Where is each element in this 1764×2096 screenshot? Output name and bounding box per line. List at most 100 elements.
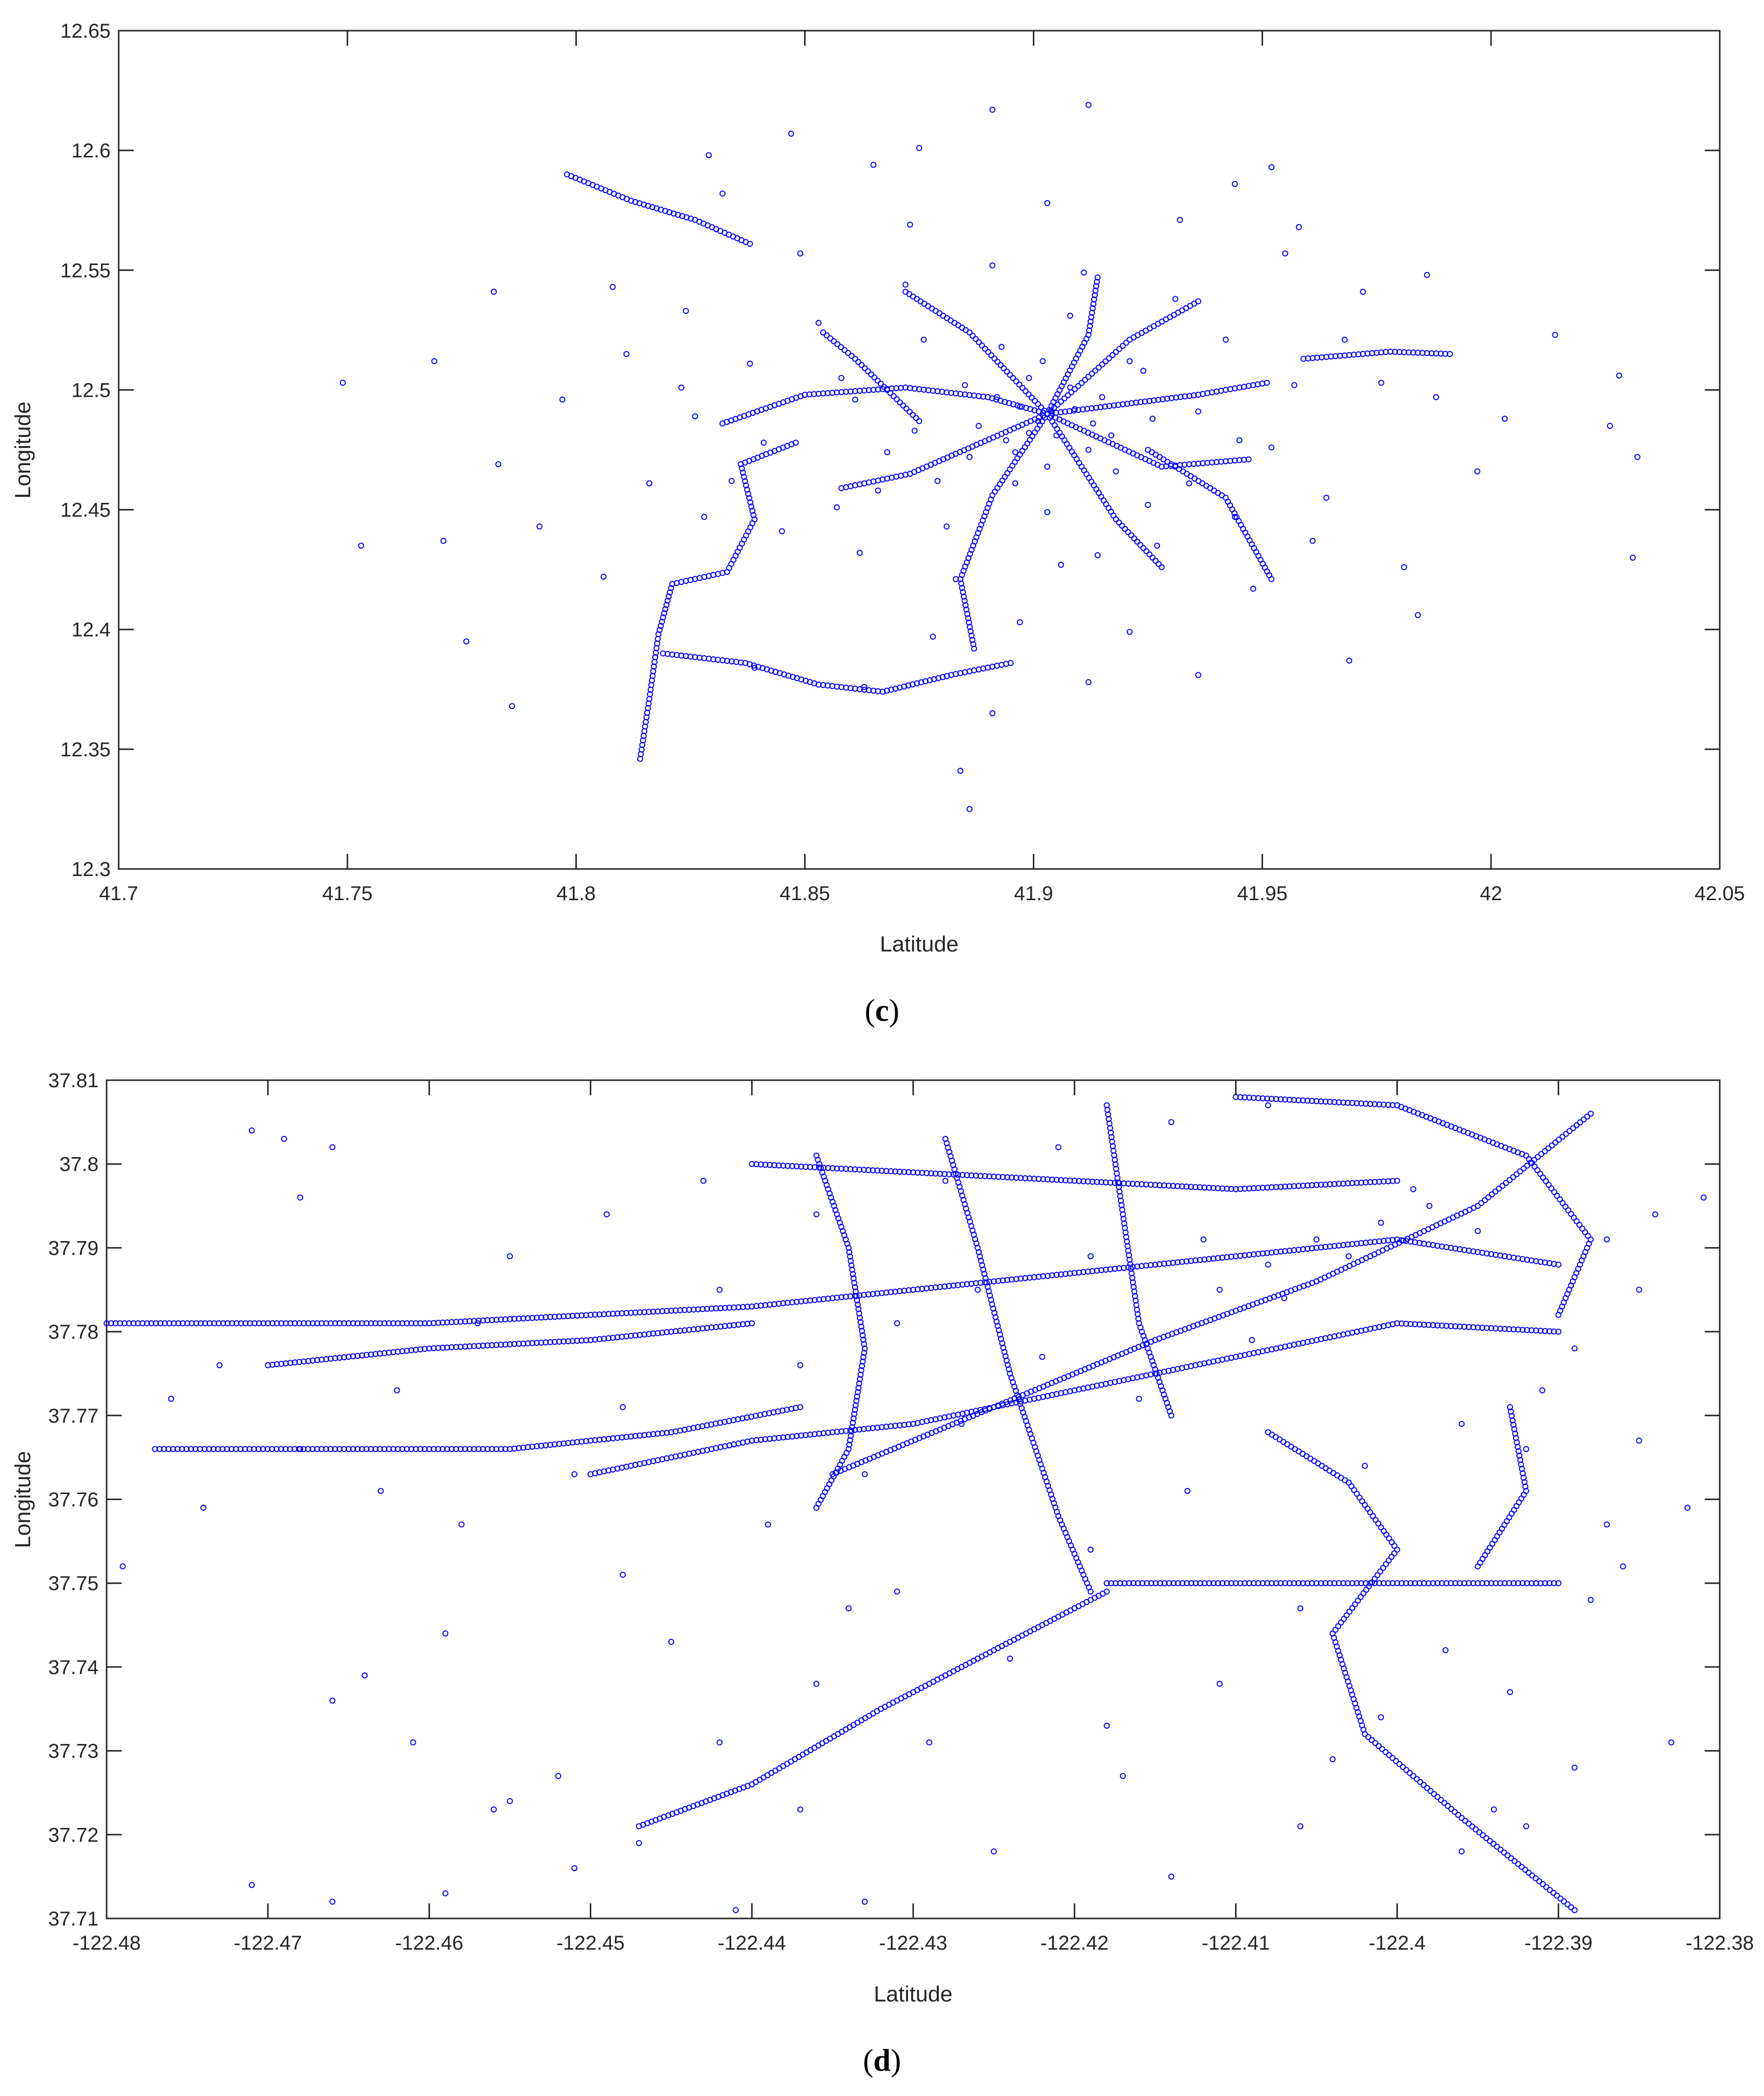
track-point (1363, 1100, 1369, 1107)
track-point (1417, 1779, 1424, 1785)
track-point (1462, 1817, 1468, 1824)
track-point (838, 1165, 845, 1172)
data-point (248, 1882, 255, 1888)
track-point (1152, 1182, 1159, 1188)
track-point (1004, 1174, 1011, 1181)
track-point (1017, 1275, 1024, 1282)
track-point (1309, 1245, 1315, 1252)
track-point (901, 1287, 908, 1294)
track-point (1513, 1171, 1520, 1178)
data-point (1668, 1739, 1674, 1745)
track-point (1174, 1259, 1181, 1266)
data-point (1058, 562, 1065, 568)
track-point (969, 637, 976, 643)
track-point (1363, 1580, 1369, 1587)
track-point (656, 627, 663, 633)
data-point (813, 1211, 820, 1217)
data-point (1346, 657, 1353, 664)
track-point (1495, 1185, 1502, 1192)
track-point (148, 1320, 155, 1327)
track-point (1170, 1580, 1177, 1587)
data-point (620, 1404, 626, 1411)
track-point (1138, 1263, 1145, 1269)
track-point (894, 396, 900, 403)
track-point (860, 1426, 867, 1432)
track-point (404, 1348, 410, 1354)
track-point (1403, 1767, 1409, 1773)
track-point (1076, 1178, 1082, 1184)
track-point (1228, 1253, 1234, 1260)
track-point (1157, 1580, 1164, 1587)
track-point (860, 1167, 867, 1173)
track-point (1232, 1580, 1239, 1587)
track-point (766, 1301, 773, 1308)
track-point (421, 1446, 428, 1452)
track-point (1376, 1101, 1382, 1108)
track-point (1206, 1580, 1212, 1587)
track-point (959, 589, 966, 595)
track-point (861, 1350, 867, 1356)
track-point (1128, 400, 1135, 406)
data-point (1424, 272, 1430, 278)
track-point (1485, 1194, 1491, 1200)
track-point (1175, 1580, 1181, 1587)
data-point (989, 262, 996, 269)
track-point (852, 1288, 859, 1295)
y-tick-label: 37.72 (48, 1824, 99, 1846)
track-point (1478, 1200, 1484, 1206)
track-point (1165, 1182, 1172, 1189)
track-point (1162, 1580, 1168, 1587)
track-point (973, 1280, 979, 1286)
track-point (1304, 1097, 1311, 1104)
track-point (287, 1320, 294, 1327)
track-point (1555, 1329, 1562, 1335)
data-point (1636, 1437, 1642, 1444)
track-point (404, 1446, 410, 1452)
track-point (1040, 1176, 1046, 1182)
track-point (574, 1439, 580, 1445)
track-point (1561, 1898, 1567, 1905)
track-point (1084, 405, 1091, 412)
track-point (668, 585, 674, 591)
track-point (1197, 1580, 1203, 1587)
track-point (1025, 391, 1032, 398)
track-point (156, 1446, 163, 1452)
track-point (1521, 1165, 1527, 1172)
track-point (880, 384, 887, 390)
track-point (1255, 1580, 1262, 1587)
track-point (359, 1352, 365, 1359)
data-point (861, 1898, 868, 1905)
track-point (1026, 1175, 1033, 1182)
track-point (1094, 279, 1100, 285)
track-point (659, 1430, 665, 1436)
track-point (1183, 1258, 1190, 1265)
track-point (399, 1348, 406, 1354)
track-point (1443, 1580, 1450, 1587)
track-point (749, 1320, 755, 1327)
track-point (1219, 1580, 1226, 1587)
track-point (855, 1384, 862, 1391)
track-point (985, 348, 992, 355)
data-point (1442, 1647, 1449, 1653)
track-point (1057, 409, 1064, 415)
track-point (1455, 1812, 1461, 1818)
y-tick-label: 37.74 (48, 1656, 99, 1679)
track-point (659, 619, 665, 625)
data-point (1044, 200, 1050, 206)
track-point (888, 686, 895, 693)
track-point (1546, 1580, 1553, 1587)
y-axis-label-c: Longitude (11, 401, 35, 498)
track-point (847, 1258, 854, 1264)
track-point (1255, 1185, 1262, 1191)
track-point (868, 371, 874, 378)
x-ticks-c: 41.7 41.75 41.8 41.85 41.9 41.95 42 42.05 (99, 31, 1745, 905)
track-point (1192, 1184, 1199, 1190)
caption-d-letter: d (873, 2044, 891, 2078)
track-point (726, 1304, 733, 1311)
x-tick-label: 41.9 (1014, 883, 1053, 905)
track-point (596, 1336, 603, 1342)
track-point (175, 1320, 182, 1327)
track-point (1277, 1096, 1284, 1102)
track-point (336, 1446, 343, 1452)
track-point (827, 335, 834, 341)
